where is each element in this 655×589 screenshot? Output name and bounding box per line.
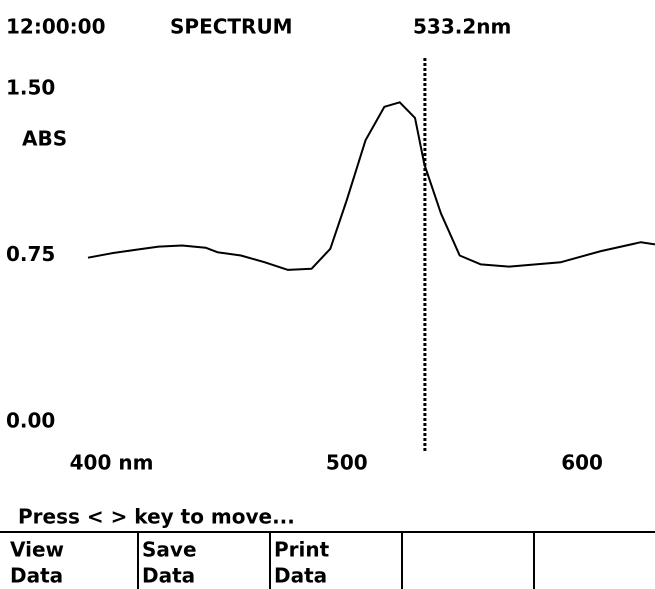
softkey-label[interactable]: Print [274,538,330,562]
softkey-label[interactable]: Data [274,564,327,588]
y-tick-label: 1.50 [6,76,55,100]
softkey-label[interactable]: Data [142,564,195,588]
y-axis-label: ABS [22,127,67,151]
softkey-label[interactable]: View [10,538,64,562]
softkey-label[interactable]: Save [142,538,197,562]
softkey-label[interactable]: Data [10,564,63,588]
y-tick-label: 0.75 [6,242,55,266]
x-tick-label: 600 [561,451,603,475]
spectrum-line [87,101,655,271]
x-tick-label: 500 [326,451,368,475]
y-tick-label: 0.00 [6,409,55,433]
wavelength: 533.2nm [413,15,511,39]
mode: SPECTRUM [170,15,293,39]
time: 12:00:00 [6,15,106,39]
status: Press < > key to move... [18,505,295,529]
x-tick-label: 400 nm [70,451,154,475]
